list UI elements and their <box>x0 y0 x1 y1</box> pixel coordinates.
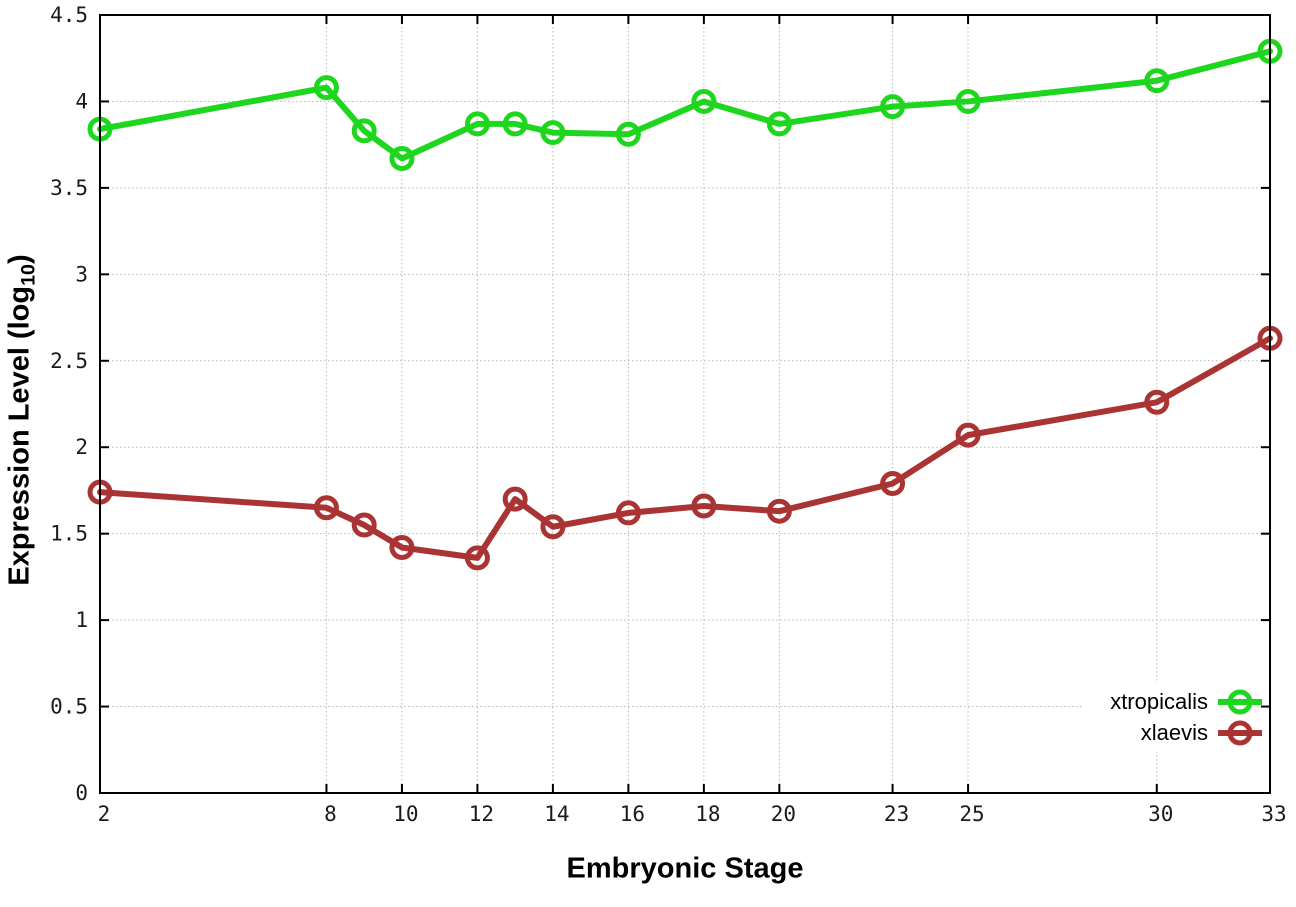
y-tick-label: 1.5 <box>50 522 88 546</box>
series-line-xtropicalis <box>97 48 1273 162</box>
data-point-marker <box>540 120 566 146</box>
tick-labels: 0 0.5 1 1.5 2 2.5 3 3.5 4 4.5 2 8 10 12 14 16 18 20 23 25 30… <box>50 3 1287 826</box>
x-tick-label: 25 <box>959 802 984 826</box>
x-tick-label: 16 <box>620 802 645 826</box>
y-tick-label: 3 <box>75 262 88 286</box>
data-point-marker <box>691 493 717 519</box>
data-point-marker <box>955 88 981 114</box>
data-point-marker <box>1144 68 1170 94</box>
x-tick-label: 12 <box>469 802 494 826</box>
data-point-marker <box>691 88 717 114</box>
y-tick-label: 0.5 <box>50 695 88 719</box>
data-point-marker <box>540 514 566 540</box>
data-point-marker <box>313 495 339 521</box>
data-point-marker <box>351 512 377 538</box>
x-tick-label: 30 <box>1148 802 1173 826</box>
y-axis-title-subscript: 10 <box>17 263 40 286</box>
data-point-marker <box>313 75 339 101</box>
y-axis-title: Expression Level (log10) <box>4 254 41 585</box>
data-point-marker <box>351 118 377 144</box>
y-tick-label: 2.5 <box>50 349 88 373</box>
data-point-marker <box>615 500 641 526</box>
x-tick-label: 20 <box>771 802 796 826</box>
data-point-marker <box>1144 389 1170 415</box>
data-point-marker <box>880 471 906 497</box>
data-point-marker <box>464 545 490 571</box>
data-point-marker <box>502 111 528 137</box>
legend-label-xlaevis: xlaevis <box>1141 720 1208 745</box>
gridlines <box>100 15 1270 793</box>
x-tick-label: 23 <box>884 802 909 826</box>
data-point-marker <box>502 486 528 512</box>
data-point-marker <box>766 111 792 137</box>
y-tick-label: 3.5 <box>50 176 88 200</box>
x-tick-label: 8 <box>324 802 337 826</box>
data-point-marker <box>464 111 490 137</box>
y-axis-title-close: ) <box>3 254 36 264</box>
y-tick-label: 4 <box>75 89 88 113</box>
legend-marker-sample <box>1227 689 1253 715</box>
data-point-marker <box>766 498 792 524</box>
legend-item-xtropicalis: xtropicalis <box>1110 689 1262 715</box>
x-axis-title: Embryonic Stage <box>566 852 804 885</box>
tick-marks <box>99 14 1271 794</box>
legend-item-xlaevis: xlaevis <box>1141 720 1262 746</box>
data-point-marker <box>615 121 641 147</box>
data-point-marker <box>389 145 415 171</box>
legend-label-xtropicalis: xtropicalis <box>1110 689 1208 714</box>
data-point-marker <box>880 94 906 120</box>
y-axis-title-text: Expression Level (log <box>3 285 36 586</box>
x-tick-label: 33 <box>1261 802 1286 826</box>
x-tick-label: 10 <box>393 802 418 826</box>
plot-frame <box>99 14 1271 794</box>
y-tick-label: 0 <box>75 781 88 805</box>
legend-marker-sample <box>1227 720 1253 746</box>
y-tick-label: 2 <box>75 435 88 459</box>
x-tick-label: 14 <box>544 802 569 826</box>
series-xlaevis <box>87 325 1283 571</box>
x-tick-label: 18 <box>695 802 720 826</box>
series-line-xlaevis <box>97 335 1273 561</box>
data-point-marker <box>955 422 981 448</box>
data-point-marker <box>389 534 415 560</box>
x-tick-label: 2 <box>98 802 111 826</box>
series-xtropicalis <box>87 38 1283 171</box>
y-tick-label: 1 <box>75 608 88 632</box>
y-tick-label: 4.5 <box>50 3 88 27</box>
